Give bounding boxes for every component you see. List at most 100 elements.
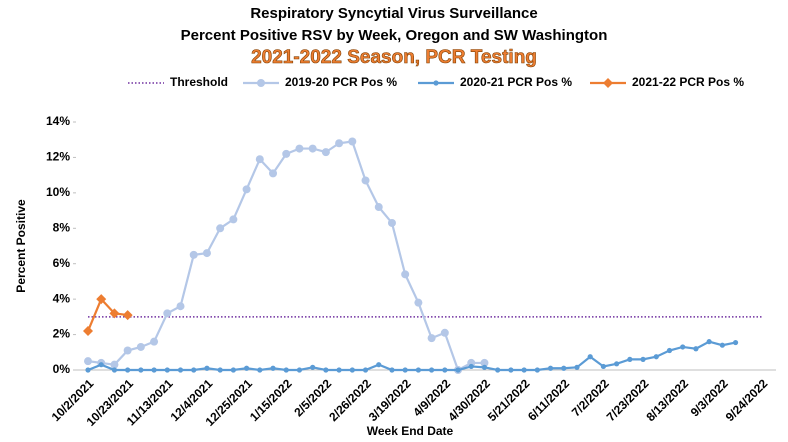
- chart-title: Respiratory Syncytial Virus Surveillance: [250, 5, 537, 22]
- series-line: [87, 340, 736, 372]
- point: [282, 149, 291, 158]
- point: [257, 79, 265, 87]
- x-tick-label: 5/21/2022: [485, 376, 533, 424]
- series-line: [87, 140, 485, 372]
- point: [440, 328, 449, 337]
- point: [401, 270, 410, 279]
- y-tick-label: 6%: [53, 256, 71, 270]
- point: [666, 347, 673, 354]
- legend-label: 2019-20 PCR Pos %: [285, 75, 397, 89]
- point: [257, 367, 263, 373]
- y-tick-label: 8%: [53, 220, 71, 234]
- point: [402, 367, 408, 373]
- legend-label: Threshold: [170, 75, 228, 89]
- y-tick-label: 2%: [53, 327, 71, 341]
- point: [534, 367, 540, 373]
- point: [374, 203, 383, 212]
- point: [336, 367, 342, 373]
- x-tick-label: 2/26/2022: [326, 376, 374, 424]
- point: [603, 78, 613, 88]
- season-title: 2021-2022 Season, PCR Testing: [251, 47, 537, 68]
- point: [111, 367, 118, 373]
- point: [122, 310, 133, 321]
- point: [296, 367, 303, 373]
- point: [361, 176, 370, 185]
- point: [508, 367, 514, 373]
- y-tick-label: 10%: [46, 185, 70, 199]
- point: [653, 354, 659, 360]
- point: [163, 309, 172, 318]
- point: [84, 357, 92, 366]
- point: [125, 367, 131, 373]
- point: [138, 367, 144, 373]
- x-tick-label: 1/15/2022: [247, 376, 295, 424]
- point: [323, 367, 329, 373]
- x-tick-label: 6/11/2022: [525, 376, 572, 423]
- point: [269, 169, 278, 178]
- point: [547, 365, 554, 371]
- point: [732, 339, 739, 346]
- point: [335, 139, 344, 148]
- point: [389, 367, 395, 373]
- point: [433, 80, 439, 86]
- x-tick-label: 7/23/2022: [604, 376, 652, 424]
- point: [283, 367, 289, 373]
- point: [164, 367, 170, 373]
- point: [191, 367, 197, 373]
- point: [574, 364, 580, 370]
- point: [229, 215, 238, 224]
- point: [429, 367, 435, 373]
- point: [151, 367, 157, 373]
- point: [217, 367, 223, 373]
- point: [427, 334, 436, 343]
- point: [719, 342, 725, 348]
- point: [480, 358, 489, 367]
- point: [415, 367, 421, 373]
- point: [495, 367, 501, 373]
- point: [255, 155, 264, 164]
- point: [680, 344, 686, 350]
- point: [85, 367, 91, 373]
- point: [202, 249, 211, 258]
- y-tick-label: 4%: [53, 291, 71, 305]
- point: [442, 367, 448, 373]
- point: [308, 144, 317, 153]
- point: [693, 346, 699, 352]
- point: [98, 362, 104, 368]
- point: [640, 356, 646, 362]
- legend-label: 2020-21 PCR Pos %: [460, 75, 572, 89]
- point: [587, 354, 593, 360]
- point: [362, 367, 369, 373]
- point: [706, 339, 712, 345]
- point: [481, 364, 488, 370]
- point: [387, 218, 396, 227]
- point: [321, 148, 330, 157]
- y-axis-label: Percent Positive: [14, 199, 28, 293]
- point: [614, 361, 620, 367]
- series-line: [86, 297, 128, 332]
- point: [310, 364, 316, 370]
- point: [242, 185, 251, 194]
- point: [96, 294, 107, 305]
- x-axis-label: Week End Date: [367, 424, 454, 438]
- point: [521, 367, 527, 373]
- y-tick-label: 14%: [46, 114, 70, 128]
- point: [627, 356, 633, 362]
- point: [123, 346, 132, 355]
- point: [136, 342, 145, 351]
- y-tick-label: 0%: [53, 362, 71, 376]
- point: [376, 362, 382, 368]
- x-tick-label: 4/30/2022: [445, 376, 493, 424]
- chart-subtitle: Percent Positive RSV by Week, Oregon and…: [181, 27, 608, 44]
- point: [230, 367, 236, 373]
- point: [468, 363, 474, 370]
- point: [270, 365, 276, 371]
- point: [204, 365, 210, 371]
- point: [189, 250, 198, 259]
- point: [110, 360, 119, 369]
- point: [561, 365, 567, 371]
- point: [600, 363, 607, 370]
- point: [243, 365, 250, 371]
- x-tick-label: 9/24/2022: [723, 376, 771, 424]
